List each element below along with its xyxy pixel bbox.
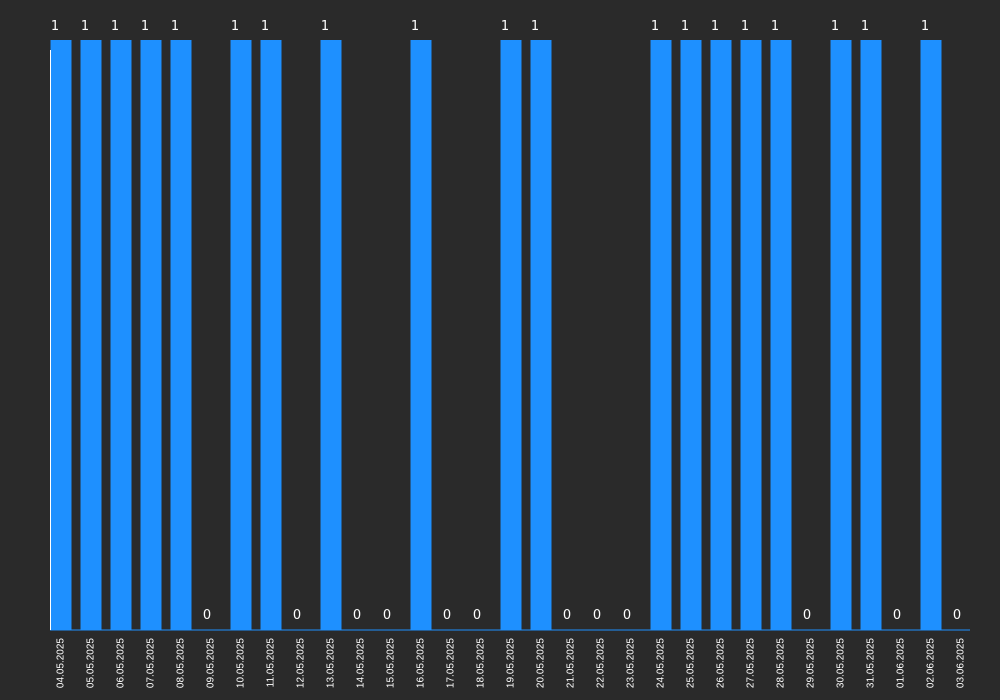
bar-value-label: 0 xyxy=(203,608,211,623)
bar-10.05.2025 xyxy=(230,40,252,630)
bar-16.05.2025 xyxy=(410,40,432,630)
bar-value-label: 1 xyxy=(171,19,179,34)
bar-13.05.2025 xyxy=(320,40,342,630)
bar-20.05.2025 xyxy=(530,40,552,630)
value-labels-layer: 1 1 1 1 1 0 1 1 0 1 0 0 1 0 0 1 1 0 0 0 1 1 1 1 1 0 1 1 0 1 0 xyxy=(51,19,961,623)
bar-value-label: 0 xyxy=(953,608,961,623)
x-tick-label: 13.05.2025 xyxy=(326,638,337,688)
x-tick-label: 16.05.2025 xyxy=(416,638,427,688)
bar-02.06.2025 xyxy=(920,40,942,630)
bar-value-label: 1 xyxy=(261,19,269,34)
x-tick-label: 05.05.2025 xyxy=(86,638,97,688)
bar-26.05.2025 xyxy=(710,40,732,630)
bar-value-label: 0 xyxy=(473,608,481,623)
bar-11.05.2025 xyxy=(260,40,282,630)
bar-value-label: 1 xyxy=(831,19,839,34)
bar-06.05.2025 xyxy=(110,40,132,630)
bar-value-label: 1 xyxy=(321,19,329,34)
x-tick-label: 27.05.2025 xyxy=(746,638,757,688)
x-tick-label: 02.06.2025 xyxy=(926,638,937,688)
bar-value-label: 0 xyxy=(383,608,391,623)
x-tick-label: 22.05.2025 xyxy=(596,638,607,688)
bar-value-label: 1 xyxy=(231,19,239,34)
bar-value-label: 0 xyxy=(593,608,601,623)
x-tick-label: 01.06.2025 xyxy=(896,638,907,688)
bar-value-label: 0 xyxy=(353,608,361,623)
bar-04.05.2025 xyxy=(50,40,72,630)
x-tick-label: 06.05.2025 xyxy=(116,638,127,688)
x-tick-label: 15.05.2025 xyxy=(386,638,397,688)
bar-value-label: 1 xyxy=(771,19,779,34)
bar-value-label: 1 xyxy=(81,19,89,34)
x-tick-label: 20.05.2025 xyxy=(536,638,547,688)
x-tick-labels-layer: 04.05.2025 05.05.2025 06.05.2025 07.05.2025… xyxy=(56,638,967,688)
x-tick-label: 09.05.2025 xyxy=(206,638,217,688)
bar-value-label: 0 xyxy=(893,608,901,623)
x-tick-label: 21.05.2025 xyxy=(566,638,577,688)
bar-value-label: 0 xyxy=(803,608,811,623)
x-tick-label: 14.05.2025 xyxy=(356,638,367,688)
x-tick-label: 12.05.2025 xyxy=(296,638,307,688)
bars-layer xyxy=(50,40,942,630)
x-tick-label: 30.05.2025 xyxy=(836,638,847,688)
x-tick-label: 18.05.2025 xyxy=(476,638,487,688)
x-tick-label: 24.05.2025 xyxy=(656,638,667,688)
bar-value-label: 1 xyxy=(531,19,539,34)
bar-value-label: 1 xyxy=(651,19,659,34)
x-tick-label: 25.05.2025 xyxy=(686,638,697,688)
bar-value-label: 1 xyxy=(921,19,929,34)
bar-value-label: 1 xyxy=(111,19,119,34)
bar-value-label: 1 xyxy=(411,19,419,34)
x-tick-label: 03.06.2025 xyxy=(956,638,967,688)
x-tick-label: 11.05.2025 xyxy=(266,638,277,688)
bar-24.05.2025 xyxy=(650,40,672,630)
bar-value-label: 1 xyxy=(681,19,689,34)
x-tick-label: 19.05.2025 xyxy=(506,638,517,688)
bar-value-label: 1 xyxy=(861,19,869,34)
x-tick-label: 26.05.2025 xyxy=(716,638,727,688)
bar-value-label: 1 xyxy=(711,19,719,34)
x-tick-label: 28.05.2025 xyxy=(776,638,787,688)
x-tick-label: 17.05.2025 xyxy=(446,638,457,688)
bar-28.05.2025 xyxy=(770,40,792,630)
bar-19.05.2025 xyxy=(500,40,522,630)
bar-value-label: 1 xyxy=(141,19,149,34)
x-tick-label: 08.05.2025 xyxy=(176,638,187,688)
bar-value-label: 1 xyxy=(51,19,59,34)
x-tick-label: 23.05.2025 xyxy=(626,638,637,688)
x-tick-label: 07.05.2025 xyxy=(146,638,157,688)
bar-08.05.2025 xyxy=(170,40,192,630)
bar-value-label: 0 xyxy=(443,608,451,623)
bar-25.05.2025 xyxy=(680,40,702,630)
bar-value-label: 1 xyxy=(741,19,749,34)
x-tick-label: 04.05.2025 xyxy=(56,638,67,688)
axis-layer xyxy=(50,50,970,631)
bar-07.05.2025 xyxy=(140,40,162,630)
bar-31.05.2025 xyxy=(860,40,882,630)
bar-value-label: 0 xyxy=(563,608,571,623)
bar-27.05.2025 xyxy=(740,40,762,630)
bar-value-label: 0 xyxy=(293,608,301,623)
bar-05.05.2025 xyxy=(80,40,102,630)
bar-value-label: 1 xyxy=(501,19,509,34)
bar-value-label: 0 xyxy=(623,608,631,623)
x-tick-label: 29.05.2025 xyxy=(806,638,817,688)
bar-30.05.2025 xyxy=(830,40,852,630)
x-tick-label: 10.05.2025 xyxy=(236,638,247,688)
x-tick-label: 31.05.2025 xyxy=(866,638,877,688)
